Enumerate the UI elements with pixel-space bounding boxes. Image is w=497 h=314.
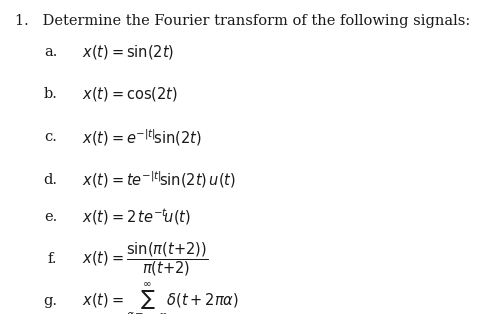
Text: $x(t) = te^{-|t|}\!\sin(2t)\, u(t)$: $x(t) = te^{-|t|}\!\sin(2t)\, u(t)$	[82, 169, 236, 190]
Text: e.: e.	[44, 210, 57, 224]
Text: $x(t) = 2\, te^{-t}\!u(t)$: $x(t) = 2\, te^{-t}\!u(t)$	[82, 206, 191, 227]
Text: d.: d.	[43, 173, 57, 187]
Text: $x(t) = \cos(2t)$: $x(t) = \cos(2t)$	[82, 85, 178, 103]
Text: $x(t) = \dfrac{\sin(\pi(t{+}2))}{\pi(t{+}2)}$: $x(t) = \dfrac{\sin(\pi(t{+}2))}{\pi(t{+…	[82, 240, 208, 278]
Text: g.: g.	[43, 295, 57, 308]
Text: f.: f.	[48, 252, 57, 266]
Text: b.: b.	[43, 87, 57, 101]
Text: $x(t) = \sum_{\alpha=-\infty}^{\infty} \delta(t + 2\pi\alpha)$: $x(t) = \sum_{\alpha=-\infty}^{\infty} \…	[82, 282, 239, 314]
Text: c.: c.	[44, 130, 57, 144]
Text: a.: a.	[44, 45, 57, 59]
Text: 1.   Determine the Fourier transform of the following signals:: 1. Determine the Fourier transform of th…	[15, 14, 470, 28]
Text: $x(t) = e^{-|t|}\!\sin(2t)$: $x(t) = e^{-|t|}\!\sin(2t)$	[82, 127, 201, 148]
Text: $x(t) = \sin(2t)$: $x(t) = \sin(2t)$	[82, 43, 174, 61]
